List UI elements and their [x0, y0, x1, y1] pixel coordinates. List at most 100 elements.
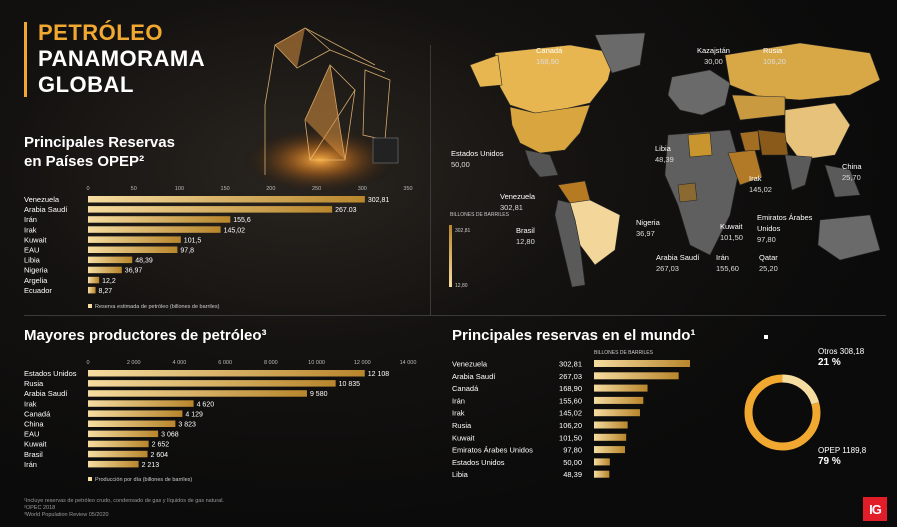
map-label-kazakhstan: Kazajstán 30,00: [697, 46, 730, 66]
map-label-brazil: Brasil 12,80: [516, 226, 535, 246]
category-label: Ecuador: [24, 286, 52, 295]
chart-opep-title-line2: en Países OPEP²: [24, 153, 145, 170]
map-alaska: [469, 54, 503, 88]
map-se-asia: [824, 164, 861, 198]
data-label: 4 620: [197, 401, 215, 408]
category-label: Estados Unidos: [24, 369, 77, 378]
chart-producers-title: Mayores productores de petróleo³: [24, 327, 267, 344]
category-label: Rusia: [24, 379, 44, 388]
data-label: 145,02: [559, 409, 582, 418]
category-label: Libia: [24, 256, 41, 265]
map-label-china: China 25,70: [842, 162, 862, 182]
tick-label: 50: [131, 186, 137, 192]
map-china: [784, 102, 851, 161]
category-label: Argelia: [24, 276, 48, 285]
chart-opep-title: Principales Reservas en Países OPEP²: [24, 133, 175, 171]
donut-marker: [764, 335, 768, 339]
map-label-iraq: Irak 145,02: [749, 174, 772, 194]
data-label: 9 580: [310, 391, 328, 398]
bar: [594, 421, 628, 429]
bar: [594, 409, 640, 417]
map-venezuela: [557, 180, 591, 204]
category-label: Nigeria: [24, 266, 49, 275]
data-label: 106,20: [559, 421, 582, 430]
map-scale-bar: [449, 225, 452, 287]
map-label-russia: Rusia 106,20: [763, 46, 786, 66]
data-label: 50,00: [563, 458, 582, 467]
bar: [88, 256, 133, 264]
donut-label-opep: OPEP 1189,8 79 %: [818, 446, 867, 467]
data-label: 97,80: [563, 446, 582, 455]
footnote-2: ²OPEC 2018: [24, 505, 56, 511]
data-label: 155,6: [233, 217, 251, 224]
category-label: Kuwait: [452, 433, 475, 442]
map-greenland: [594, 32, 646, 74]
title-accent-bar: [24, 22, 27, 97]
tick-label: 0: [86, 360, 89, 366]
tick-label: 250: [312, 186, 321, 192]
category-label: Irán: [24, 460, 37, 469]
bar: [88, 196, 365, 203]
data-label: 97,8: [180, 248, 194, 255]
bar: [88, 390, 307, 397]
tick-label: 2 000: [127, 360, 141, 366]
data-label: 8,27: [99, 288, 113, 295]
category-label: EAU: [24, 430, 39, 439]
map-scale-min: 12,80: [455, 283, 468, 289]
title-line-2: PANAMORAMA: [38, 46, 206, 71]
data-label: 2 604: [151, 452, 169, 459]
tick-label: 200: [266, 186, 275, 192]
data-label: 302,81: [559, 360, 582, 369]
category-label: Canadá: [452, 384, 479, 393]
map-label-nigeria: Nigeria 36,97: [636, 218, 660, 238]
bar: [88, 410, 183, 417]
category-label: Canadá: [24, 409, 51, 418]
tick-label: 0: [86, 186, 89, 192]
legend-swatch: [88, 477, 92, 481]
title-line-3: GLOBAL: [38, 72, 134, 97]
legend-swatch: [88, 304, 92, 308]
tick-label: 350: [403, 186, 412, 192]
category-label: Venezuela: [452, 360, 488, 369]
data-label: 12 108: [368, 371, 390, 378]
category-label: China: [24, 420, 44, 429]
map-label-iran: Irán 155,60: [716, 253, 739, 273]
vertical-divider: [430, 45, 431, 315]
map-russia: [724, 42, 881, 101]
category-label: Venezuela: [24, 195, 60, 204]
bar: [594, 360, 690, 367]
category-label: Arabia Saudí: [452, 372, 496, 381]
chart-opep-share-donut: [744, 374, 821, 451]
legend-label: Reserva estimada de petróleo (billones d…: [95, 304, 220, 310]
data-label: 2 213: [142, 462, 160, 469]
bar: [88, 276, 100, 284]
tick-label: 8 000: [264, 360, 278, 366]
bar: [88, 420, 176, 427]
bar: [88, 400, 194, 407]
map-libya: [687, 132, 713, 158]
data-label: 12,2: [102, 278, 116, 285]
bar: [88, 380, 336, 387]
bar: [88, 206, 333, 213]
world-map: [469, 32, 881, 288]
bar: [594, 433, 627, 441]
data-label: 168,90: [559, 384, 582, 393]
tick-label: 300: [358, 186, 367, 192]
tick-label: 150: [221, 186, 230, 192]
map-iran: [757, 129, 789, 156]
map-label-usa: Estados Unidos 50,00: [451, 149, 504, 169]
map-africa: [664, 129, 741, 256]
data-label: 145,02: [224, 227, 246, 234]
legend-label: Producción por día (billones de barriles…: [95, 477, 192, 483]
bar: [88, 246, 178, 253]
oil-pumpjack-icon: [240, 27, 400, 195]
category-label: Irak: [24, 399, 37, 408]
category-label: Irak: [452, 409, 465, 418]
category-label: EAU: [24, 246, 39, 255]
footnote-3: ³World Population Review 05/2020: [24, 512, 109, 518]
category-label: Kuwait: [24, 440, 47, 449]
bar: [88, 266, 122, 274]
data-label: 2 652: [152, 442, 170, 449]
tick-label: 12 000: [354, 360, 371, 366]
